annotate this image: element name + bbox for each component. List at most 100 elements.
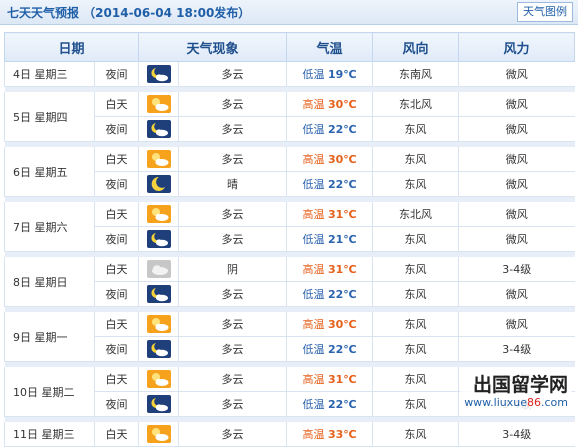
- period-label: 白天: [93, 312, 139, 337]
- temperature-value: 31℃: [327, 373, 357, 386]
- forecast-row: 9日 星期一 白天 多云 高温 30℃ 东风 微风: [4, 312, 575, 362]
- weather-text: 多云: [178, 336, 287, 362]
- temperature-cell: 低温 22℃: [286, 281, 373, 307]
- weather-text: 多云: [178, 226, 287, 252]
- wind-force: 3-4级: [458, 336, 575, 362]
- weather-icon-cell: [138, 92, 179, 117]
- temperature-cell: 低温 22℃: [286, 116, 373, 142]
- temperature-cell: 高温 33℃: [286, 422, 373, 447]
- temperature-label: 低温: [302, 68, 325, 81]
- cloudy-day-icon: [146, 150, 171, 168]
- temperature-cell: 高温 30℃: [286, 147, 373, 172]
- forecast-header-bar: 七天天气预报 （2014-06-04 18:00发布） 天气图例: [0, 0, 578, 25]
- forecast-row: 夜间 多云 低温 21℃ 东风 微风: [5, 226, 575, 252]
- period-label: 白天: [93, 147, 139, 172]
- day-separator: [4, 141, 575, 147]
- day-date: 6日 星期五: [4, 147, 95, 197]
- period-label: 白天: [93, 202, 139, 227]
- wind-direction: 东风: [372, 391, 459, 417]
- temperature-value: 31℃: [327, 263, 357, 276]
- forecast-row: 11日 星期三 白天 多云 高温 33℃ 东风 3-4级: [4, 422, 575, 447]
- site-watermark: 出国留学网 www.liuxue86.com: [460, 374, 572, 409]
- weather-icon-cell: [138, 312, 179, 337]
- weather-text: 多云: [178, 202, 287, 227]
- cloudy-night-icon: [146, 120, 171, 138]
- wind-direction: 东风: [372, 336, 459, 362]
- wind-direction: 东风: [372, 147, 459, 172]
- weather-text: 多云: [178, 312, 287, 337]
- period-label: 夜间: [93, 226, 139, 252]
- weather-icon-cell: [138, 61, 179, 87]
- weather-icon-cell: [138, 257, 179, 282]
- wind-direction: 东风: [372, 226, 459, 252]
- temperature-label: 高温: [302, 263, 325, 276]
- temperature-value: 22℃: [327, 288, 357, 301]
- temperature-value: 33℃: [327, 428, 357, 441]
- temperature-cell: 低温 22℃: [286, 171, 373, 197]
- temperature-cell: 低温 19℃: [286, 61, 373, 87]
- cloudy-day-icon: [146, 95, 171, 113]
- period-label: 夜间: [93, 61, 139, 87]
- weather-text: 多云: [178, 422, 287, 447]
- column-header-wind-direction: 风向: [372, 32, 460, 62]
- weather-icon-cell: [138, 147, 179, 172]
- temperature-label: 高温: [302, 208, 325, 221]
- weather-text: 晴: [178, 171, 287, 197]
- temperature-cell: 低温 22℃: [286, 391, 373, 417]
- weather-text: 多云: [178, 367, 287, 392]
- cloudy-night-icon: [146, 65, 171, 83]
- wind-force: 微风: [458, 281, 575, 307]
- temperature-cell: 低温 22℃: [286, 336, 373, 362]
- weather-icon-cell: [138, 281, 179, 307]
- temperature-value: 22℃: [327, 343, 357, 356]
- wind-direction: 东风: [372, 257, 459, 282]
- cloudy-night-icon: [146, 395, 171, 413]
- wind-force: 微风: [458, 171, 575, 197]
- temperature-label: 高温: [302, 153, 325, 166]
- forecast-row: 夜间 多云 低温 22℃ 东风 微风: [5, 281, 575, 307]
- day-separator: [4, 361, 575, 367]
- day-date: 5日 星期四: [4, 92, 95, 142]
- column-header-date: 日期: [3, 32, 140, 62]
- weather-text: 多云: [178, 116, 287, 142]
- day-separator: [4, 86, 575, 92]
- forecast-row: 5日 星期四 白天 多云 高温 30℃ 东北风 微风: [4, 92, 575, 142]
- forecast-row: 6日 星期五 白天 多云 高温 30℃ 东风 微风: [4, 147, 575, 197]
- temperature-value: 30℃: [327, 153, 357, 166]
- weather-text: 多云: [178, 281, 287, 307]
- weather-icon-cell: [138, 422, 179, 447]
- day-date: 7日 星期六: [4, 202, 95, 252]
- day-separator: [4, 306, 575, 312]
- temperature-value: 30℃: [327, 318, 357, 331]
- weather-legend-button[interactable]: 天气图例: [517, 2, 573, 22]
- wind-force: 微风: [458, 61, 575, 87]
- forecast-row: 夜间 多云 低温 22℃ 东风 微风: [5, 116, 575, 142]
- period-label: 夜间: [93, 281, 139, 307]
- temperature-label: 低温: [302, 233, 325, 246]
- weather-text: 多云: [178, 391, 287, 417]
- wind-force: 3-4级: [458, 257, 575, 282]
- column-header-temperature: 气温: [286, 32, 374, 62]
- wind-direction: 东风: [372, 281, 459, 307]
- weather-icon-cell: [138, 226, 179, 252]
- temperature-label: 高温: [302, 428, 325, 441]
- temperature-cell: 高温 30℃: [286, 312, 373, 337]
- cloudy-night-icon: [146, 340, 171, 358]
- temperature-cell: 高温 31℃: [286, 202, 373, 227]
- cloudy-day-icon: [146, 425, 171, 443]
- temperature-value: 19℃: [327, 68, 357, 81]
- forecast-row: 夜间晴低温 22℃ 东风 微风: [5, 171, 575, 197]
- temperature-label: 高温: [302, 98, 325, 111]
- temperature-cell: 低温 21℃: [286, 226, 373, 252]
- wind-direction: 东风: [372, 171, 459, 197]
- temperature-cell: 高温 30℃: [286, 92, 373, 117]
- temperature-label: 低温: [302, 398, 325, 411]
- weather-icon-cell: [138, 116, 179, 142]
- wind-force: 微风: [458, 116, 575, 142]
- weather-icon-cell: [138, 171, 179, 197]
- wind-force: 微风: [458, 226, 575, 252]
- temperature-cell: 高温 31℃: [286, 367, 373, 392]
- wind-direction: 东南风: [372, 61, 459, 87]
- wind-direction: 东风: [372, 367, 459, 392]
